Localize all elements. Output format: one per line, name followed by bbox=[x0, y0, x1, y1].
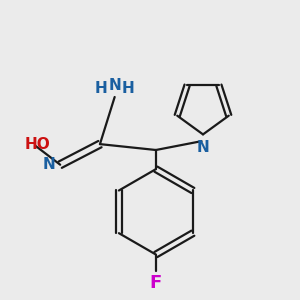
Text: H: H bbox=[95, 80, 108, 95]
Text: N: N bbox=[108, 78, 121, 93]
Text: HO: HO bbox=[25, 137, 51, 152]
Text: N: N bbox=[196, 140, 209, 155]
Text: F: F bbox=[150, 274, 162, 292]
Text: N: N bbox=[43, 157, 56, 172]
Text: H: H bbox=[122, 80, 134, 95]
